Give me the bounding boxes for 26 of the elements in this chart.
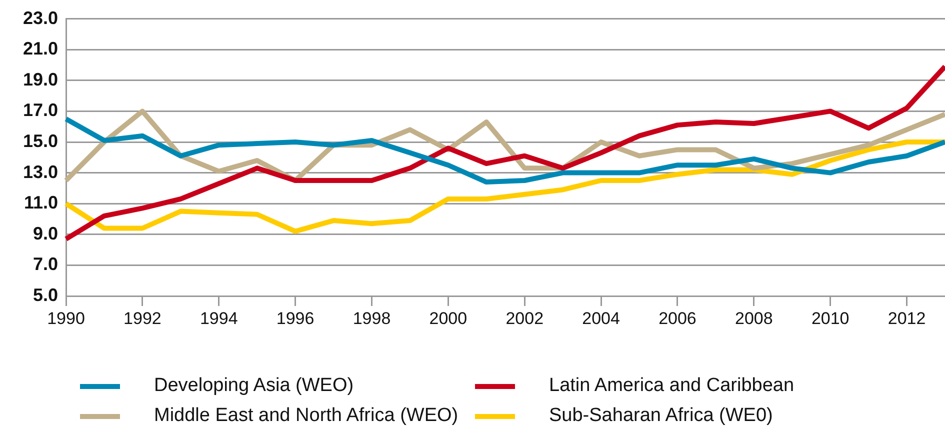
x-tick-label: 2010 — [811, 308, 850, 328]
y-tick-label: 5.0 — [32, 284, 58, 305]
y-tick-label: 9.0 — [32, 223, 58, 244]
x-tick-label: 2000 — [429, 308, 468, 328]
y-tick-label: 7.0 — [32, 254, 58, 274]
x-tick-label: 2004 — [582, 308, 620, 328]
legend-label: Latin America and Caribbean — [549, 375, 794, 397]
x-tick-label: 1990 — [47, 308, 85, 328]
x-tick-label: 1996 — [276, 308, 314, 328]
legend-label: Developing Asia (WEO) — [154, 375, 354, 397]
x-tick-label: 1994 — [200, 308, 238, 328]
y-tick-label: 19.0 — [22, 69, 58, 90]
y-tick-label: 21.0 — [22, 38, 58, 59]
x-tick-label: 2012 — [888, 308, 926, 328]
y-tick-label: 23.0 — [22, 8, 58, 28]
x-tick-label: 1992 — [124, 308, 162, 328]
y-tick-label: 11.0 — [24, 192, 58, 213]
x-tick-label: 2008 — [735, 308, 773, 328]
y-tick-label: 13.0 — [22, 162, 58, 182]
x-tick-label: 2002 — [506, 308, 544, 328]
y-tick-label: 17.0 — [22, 100, 58, 120]
legend-label: Middle East and North Africa (WEO) — [154, 405, 458, 427]
x-tick-label: 1998 — [352, 308, 391, 328]
y-tick-label: 15.0 — [22, 130, 58, 151]
x-tick-label: 2006 — [658, 308, 696, 328]
legend-label: Sub-Saharan Africa (WE0) — [549, 405, 773, 427]
